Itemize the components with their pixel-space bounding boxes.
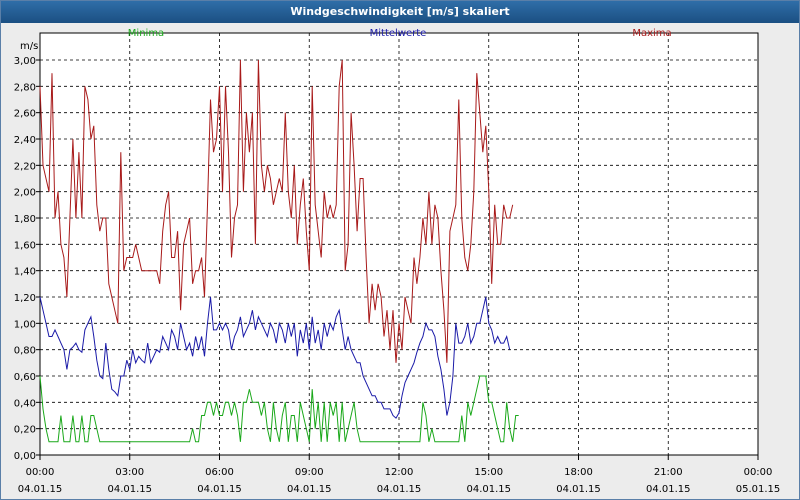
y-tick-label: 2,60 <box>14 109 36 120</box>
x-tick-date: 04.01.15 <box>197 484 242 495</box>
x-tick-time: 06:00 <box>205 467 234 478</box>
x-tick-date: 04.01.15 <box>646 484 691 495</box>
y-tick-label: 0,20 <box>14 425 36 436</box>
series-lines <box>39 59 519 443</box>
y-tick-label: 2,40 <box>14 135 36 146</box>
x-tick-date: 04.01.15 <box>287 484 332 495</box>
x-tick-time: 03:00 <box>115 467 144 478</box>
x-tick-date: 04.01.15 <box>556 484 601 495</box>
y-tick-label: 0,40 <box>14 398 36 409</box>
x-tick-time: 00:00 <box>744 467 773 478</box>
y-tick-label: 1,80 <box>14 214 36 225</box>
y-tick-label: 2,80 <box>14 82 36 93</box>
legend-minima: Minima <box>128 28 164 39</box>
y-tick-label: 1,40 <box>14 267 36 278</box>
x-tick-time: 09:00 <box>295 467 324 478</box>
x-tick-date: 04.01.15 <box>107 484 152 495</box>
y-tick-label: 3,00 <box>14 56 36 67</box>
window-title: Windgeschwindigkeit [m/s] skaliert <box>1 1 799 23</box>
x-tick-time: 18:00 <box>564 467 593 478</box>
y-tick-label: 1,00 <box>14 319 36 330</box>
y-axis-label: m/s <box>20 41 38 52</box>
x-tick-time: 00:00 <box>26 467 55 478</box>
y-axis: 0,00 0,20 0,40 0,60 0,80 1,00 1,20 1,40 1,60 1,80… <box>14 56 40 462</box>
x-axis: 00:00 04.01.15 03:00 04.01.15 06:00 04.01.15 0… <box>18 455 781 495</box>
y-tick-label: 1,20 <box>14 293 36 304</box>
series-mittelwerte <box>39 296 511 419</box>
y-tick-label: 2,20 <box>14 161 36 172</box>
x-tick-time: 12:00 <box>385 467 414 478</box>
y-tick-label: 0,00 <box>14 451 36 462</box>
y-tick-label: 0,80 <box>14 346 36 357</box>
y-tick-label: 0,60 <box>14 372 36 383</box>
x-tick-time: 15:00 <box>474 467 503 478</box>
x-tick-time: 21:00 <box>654 467 683 478</box>
series-minima <box>39 375 519 443</box>
x-tick-date: 04.01.15 <box>466 484 511 495</box>
x-tick-date: 04.01.15 <box>377 484 422 495</box>
x-tick-date: 04.01.15 <box>18 484 63 495</box>
legend-mittelwerte: Mittelwerte <box>370 28 427 39</box>
y-tick-label: 2,00 <box>14 188 36 199</box>
x-tick-date: 05.01.15 <box>736 484 781 495</box>
legend-maxima: Maxima <box>632 28 671 39</box>
series-maxima <box>39 59 514 363</box>
y-tick-label: 1,60 <box>14 240 36 251</box>
